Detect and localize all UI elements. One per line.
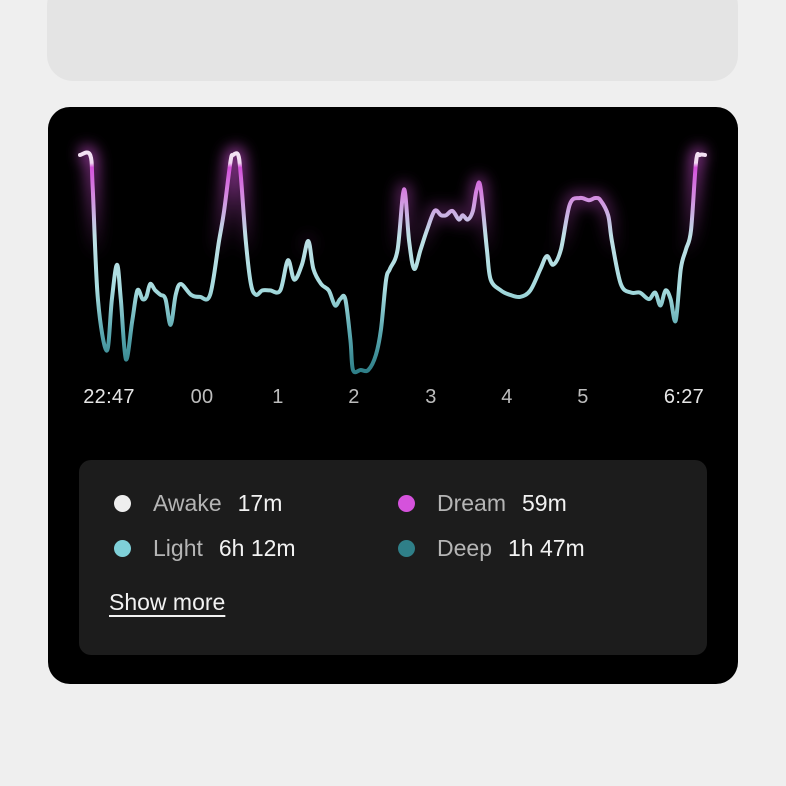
legend-label: Light [153, 535, 203, 561]
x-tick-label: 1 [272, 386, 284, 408]
x-tick-label: 4 [501, 386, 513, 408]
legend-item-dream: Dream 59m [398, 490, 567, 517]
deep-dot-icon [398, 540, 415, 557]
sleep-stage-line [78, 150, 707, 375]
legend-value: 1h 47m [507, 535, 585, 561]
legend-value: 59m [522, 490, 567, 516]
sleep-summary-panel: Awake 17m Dream 59m Light 6h 12m Deep 1h… [79, 460, 707, 655]
sleep-stages-card: 22:47 00 1 2 3 4 5 6:27 Awake 17m Dream … [48, 107, 738, 684]
x-tick-label: 2 [348, 386, 360, 408]
legend-item-awake: Awake 17m [114, 490, 282, 517]
sleep-hypnogram-chart [77, 145, 707, 380]
legend-label: Awake [153, 490, 222, 516]
previous-card [47, 0, 738, 81]
legend-item-deep: Deep 1h 47m [398, 535, 585, 562]
legend-label: Deep [437, 535, 492, 561]
legend-label: Dream [437, 490, 507, 516]
x-tick-label: 3 [425, 386, 437, 408]
light-dot-icon [114, 540, 131, 557]
legend-value: 17m [237, 490, 283, 516]
show-more-link[interactable]: Show more [109, 589, 226, 615]
x-tick-label: 22:47 [83, 386, 135, 408]
legend-item-light: Light 6h 12m [114, 535, 296, 562]
x-tick-label: 6:27 [663, 386, 705, 408]
x-tick-label: 5 [577, 386, 589, 408]
dream-dot-icon [398, 495, 415, 512]
legend-value: 6h 12m [218, 535, 296, 561]
awake-dot-icon [114, 495, 131, 512]
x-tick-label: 00 [190, 386, 214, 408]
